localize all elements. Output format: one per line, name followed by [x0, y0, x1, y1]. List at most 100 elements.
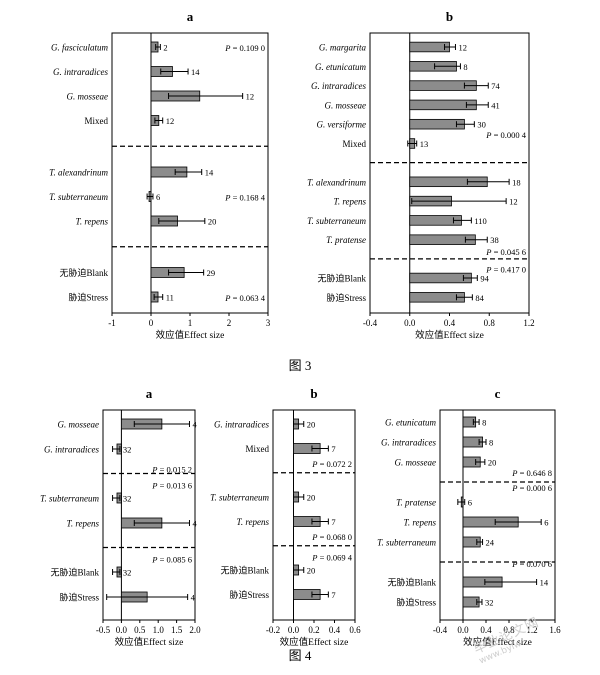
chart-图4-panel-b: b 20 G. intraradices 7 Mixed 20 T. subterraneu… — [210, 386, 361, 648]
p-value-label: P = 0.063 4 — [224, 293, 265, 303]
sample-size-label: 8 — [482, 418, 486, 428]
category-label: 无胁迫Blank — [388, 577, 437, 588]
sample-size-label: 7 — [331, 444, 335, 454]
sample-size-label: 4 — [191, 593, 196, 603]
sample-size-label: 20 — [307, 493, 316, 503]
sample-size-label: 32 — [123, 494, 132, 504]
p-value-label: P = 0.069 4 — [311, 552, 352, 562]
category-label: G. intraradices — [214, 420, 269, 430]
x-tick-label: 0.5 — [134, 625, 146, 635]
sample-size-label: 8 — [463, 62, 467, 72]
category-label: Mixed — [246, 444, 270, 454]
category-label: G. intraradices — [53, 67, 108, 77]
plot-frame — [102, 409, 196, 621]
x-tick-label: 0.2 — [308, 625, 319, 635]
sample-size-label: 13 — [420, 139, 429, 149]
sample-size-label: 18 — [512, 177, 521, 187]
category-label: T. pratense — [396, 498, 436, 508]
x-tick-label: 3 — [266, 318, 271, 328]
sample-size-label: 14 — [205, 168, 214, 178]
sample-size-label: 4 — [192, 420, 197, 430]
sample-size-label: 20 — [307, 566, 316, 576]
sample-size-label: 7 — [331, 590, 335, 600]
p-value-label: P = 0.000 6 — [511, 483, 552, 493]
x-tick-label: 1.2 — [523, 318, 534, 328]
sample-size-label: 14 — [191, 67, 200, 77]
category-label: T. subterraneum — [377, 538, 436, 548]
category-label: 胁迫Stress — [326, 292, 366, 303]
x-tick-label: 0.4 — [480, 625, 492, 635]
sample-size-label: 84 — [475, 293, 484, 303]
x-tick-label: 1.5 — [171, 625, 183, 635]
x-tick-label: 0.4 — [329, 625, 341, 635]
category-label: 无胁迫Blank — [51, 567, 100, 578]
bar — [409, 41, 450, 53]
category-label: Mixed — [343, 139, 367, 149]
x-tick-label: 0.4 — [444, 318, 456, 328]
panel-label: b — [446, 9, 453, 24]
x-tick-label: 0 — [149, 318, 154, 328]
x-tick-label: 1.6 — [549, 625, 561, 635]
plot-frame — [439, 409, 556, 621]
p-value-label: P = 0.085 6 — [151, 554, 192, 564]
p-value-label: P = 0.015 2 — [151, 465, 192, 475]
sample-size-label: 6 — [468, 498, 472, 508]
sample-size-label: 29 — [207, 268, 216, 278]
x-tick-label: 0.6 — [349, 625, 361, 635]
category-label: 无胁迫Blank — [60, 267, 109, 278]
category-label: T. subterraneum — [49, 192, 108, 202]
figure-caption: 图 4 — [289, 648, 312, 663]
sample-size-label: 110 — [474, 216, 486, 226]
category-label: G. mosseae — [395, 458, 437, 468]
category-label: G. versiforme — [317, 120, 367, 130]
x-tick-label: -1 — [108, 318, 116, 328]
category-label: G. margarita — [319, 43, 367, 53]
category-label: T. subterraneum — [210, 493, 269, 503]
category-label: 胁迫Stress — [229, 589, 269, 600]
sample-size-label: 32 — [123, 445, 132, 455]
x-tick-label: 0.0 — [457, 625, 469, 635]
p-value-label: P = 0.072 2 — [311, 459, 352, 469]
category-label: T. subterraneum — [40, 494, 99, 504]
sample-size-label: 4 — [192, 519, 197, 529]
chart-图4-panel-c: c 8 G. etunicatum 8 G. intraradices 20 G. moss… — [377, 386, 561, 648]
x-tick-label: 1 — [188, 318, 193, 328]
x-axis-title: 效应值Effect size — [415, 329, 484, 341]
x-tick-label: 2 — [227, 318, 232, 328]
sample-size-label: 94 — [480, 274, 489, 284]
figure-caption: 图 3 — [289, 358, 312, 373]
bar — [409, 272, 472, 284]
sample-size-label: 11 — [166, 293, 174, 303]
category-label: T. repens — [67, 519, 100, 529]
x-tick-label: 0.8 — [484, 318, 496, 328]
sample-size-label: 14 — [540, 578, 549, 588]
p-value-label: P = 0.109 0 — [224, 43, 265, 53]
category-label: G. mosseae — [58, 420, 100, 430]
panel-label: b — [310, 386, 317, 401]
x-axis-title: 效应值Effect size — [115, 636, 184, 648]
x-axis-title: 效应值Effect size — [156, 329, 225, 341]
sample-size-label: 20 — [208, 217, 217, 227]
sample-size-label: 6 — [156, 192, 160, 202]
sample-size-label: 74 — [491, 81, 500, 91]
p-value-label: P = 0.045 6 — [485, 247, 526, 257]
category-label: Mixed — [85, 116, 109, 126]
plot-frame — [111, 32, 269, 314]
category-label: T. repens — [76, 217, 109, 227]
p-value-label: P = 0.646 8 — [511, 468, 552, 478]
x-axis-title: 效应值Effect size — [280, 636, 349, 648]
category-label: G. mosseae — [67, 92, 109, 102]
category-label: T. alexandrinum — [49, 168, 108, 178]
chart-图3-panel-b: b 12 G. margarita 8 G. etunicatum 74 G. intrar… — [307, 9, 534, 341]
category-label: G. intraradices — [44, 445, 99, 455]
category-label: T. pratense — [326, 235, 366, 245]
x-tick-label: 0.8 — [503, 625, 515, 635]
sample-size-label: 32 — [485, 598, 494, 608]
sample-size-label: 12 — [458, 43, 467, 53]
sample-size-label: 20 — [307, 420, 316, 430]
p-value-label: P = 0.068 0 — [311, 532, 352, 542]
x-tick-label: 1.2 — [526, 625, 537, 635]
sample-size-label: 41 — [491, 100, 500, 110]
sample-size-label: 12 — [509, 197, 518, 207]
